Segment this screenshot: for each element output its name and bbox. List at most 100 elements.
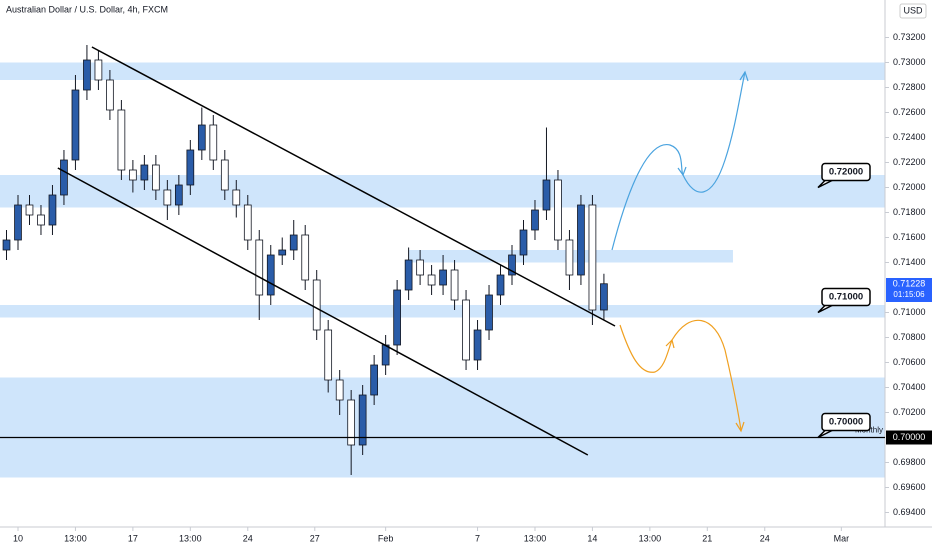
arrow-head bbox=[735, 421, 745, 433]
callout-label: 0.70000 bbox=[829, 417, 863, 428]
countdown-label: 01:15:06 bbox=[893, 290, 925, 299]
y-tick-label: 0.73200 bbox=[893, 32, 926, 42]
x-tick-label: 10 bbox=[13, 533, 23, 543]
candle-body bbox=[531, 209, 539, 231]
callout-box bbox=[821, 162, 871, 182]
y-tick-label: 0.72200 bbox=[893, 157, 926, 167]
y-tick-label: 0.72400 bbox=[893, 132, 926, 142]
zone bbox=[0, 305, 885, 318]
y-tick-label: 0.72000 bbox=[893, 182, 926, 192]
trendline bbox=[91, 46, 616, 327]
projection-up-1 bbox=[611, 144, 684, 251]
y-tick-label: 0.72600 bbox=[893, 107, 926, 117]
candle-body bbox=[393, 289, 401, 346]
x-tick-label: 13:00 bbox=[64, 533, 87, 543]
candle-body bbox=[370, 364, 378, 396]
candle-body bbox=[462, 299, 470, 361]
candle-body bbox=[289, 234, 298, 251]
horizontal-line-label: 0.70000 bbox=[893, 432, 926, 442]
y-tick-label: 0.72800 bbox=[893, 82, 926, 92]
y-tick-label: 0.71000 bbox=[893, 307, 926, 317]
candle-body bbox=[577, 204, 585, 276]
y-tick-label: 0.73000 bbox=[893, 57, 926, 67]
candle-body bbox=[209, 124, 218, 161]
x-tick-label: 13:00 bbox=[639, 533, 662, 543]
candle-body bbox=[335, 379, 344, 401]
candle-body bbox=[232, 189, 241, 206]
callout-pointer bbox=[817, 303, 835, 314]
x-tick-label: Mar bbox=[834, 533, 850, 543]
arrow-head bbox=[739, 70, 749, 82]
projection-up-2 bbox=[682, 71, 746, 193]
candle-body bbox=[266, 254, 275, 296]
x-tick-label: 17 bbox=[128, 533, 138, 543]
candle-body bbox=[600, 283, 608, 311]
x-tick-label: 24 bbox=[243, 533, 253, 543]
candle-body bbox=[243, 204, 252, 241]
x-tick-label: Feb bbox=[378, 533, 394, 543]
candle-body bbox=[255, 239, 264, 296]
candle-body bbox=[301, 234, 310, 281]
zone bbox=[0, 175, 885, 208]
y-tick-label: 0.71800 bbox=[893, 207, 926, 217]
candle-body bbox=[381, 344, 390, 366]
callout-label: 0.71000 bbox=[829, 292, 863, 303]
candle-body bbox=[2, 239, 11, 251]
candle-body bbox=[25, 204, 34, 216]
currency-label: USD bbox=[903, 5, 923, 15]
callout-box bbox=[821, 412, 871, 432]
x-tick-label: 7 bbox=[475, 533, 480, 543]
x-tick-label: 13:00 bbox=[524, 533, 547, 543]
y-tick-label: 0.69600 bbox=[893, 482, 926, 492]
candle-body bbox=[496, 274, 505, 296]
candle-body bbox=[71, 89, 80, 161]
x-tick-label: 27 bbox=[310, 533, 320, 543]
candle-body bbox=[60, 159, 68, 196]
x-tick-label: 24 bbox=[760, 533, 770, 543]
candle-body bbox=[83, 59, 91, 91]
y-tick-label: 0.70200 bbox=[893, 407, 926, 417]
candle-body bbox=[404, 259, 413, 291]
trendline bbox=[57, 167, 589, 456]
candle-body bbox=[186, 149, 195, 186]
y-tick-label: 0.70400 bbox=[893, 382, 926, 392]
candle-body bbox=[278, 249, 287, 256]
candle-body bbox=[588, 204, 597, 311]
y-tick-label: 0.70600 bbox=[893, 357, 926, 367]
last-price-tag bbox=[886, 278, 932, 302]
candle-body bbox=[129, 169, 137, 181]
candle-body bbox=[117, 109, 126, 171]
last-price-label: 0.71228 bbox=[893, 278, 926, 288]
horizontal-line-tag bbox=[886, 430, 932, 445]
y-tick-label: 0.70800 bbox=[893, 332, 926, 342]
candle-body bbox=[197, 124, 206, 151]
candle-body bbox=[324, 329, 333, 381]
candle-body bbox=[48, 194, 57, 226]
currency-box bbox=[899, 3, 927, 19]
candle-body bbox=[554, 179, 562, 241]
candle-body bbox=[450, 269, 459, 301]
candle-body bbox=[312, 279, 321, 331]
candle-body bbox=[473, 329, 482, 361]
candle-body bbox=[163, 189, 172, 206]
projection-down-1 bbox=[619, 324, 673, 373]
callout-label: 0.72000 bbox=[829, 167, 863, 178]
candle-body bbox=[94, 59, 103, 81]
candle-body bbox=[37, 214, 45, 226]
y-tick-label: 0.69800 bbox=[893, 457, 926, 467]
y-tick-label: 0.71600 bbox=[893, 232, 926, 242]
candle-body bbox=[439, 269, 447, 286]
callout-box bbox=[821, 287, 871, 307]
candle-body bbox=[358, 394, 367, 446]
candle-body bbox=[542, 179, 551, 211]
chart-title: Australian Dollar / U.S. Dollar, 4h, FXC… bbox=[6, 4, 168, 14]
candle-body bbox=[152, 164, 160, 191]
zone bbox=[0, 62, 885, 80]
x-tick-label: 14 bbox=[587, 533, 597, 543]
candle-body bbox=[427, 274, 436, 286]
callout-pointer bbox=[817, 428, 835, 439]
x-tick-label: 13:00 bbox=[179, 533, 202, 543]
candle-body bbox=[565, 239, 574, 276]
candle-body bbox=[140, 164, 149, 181]
